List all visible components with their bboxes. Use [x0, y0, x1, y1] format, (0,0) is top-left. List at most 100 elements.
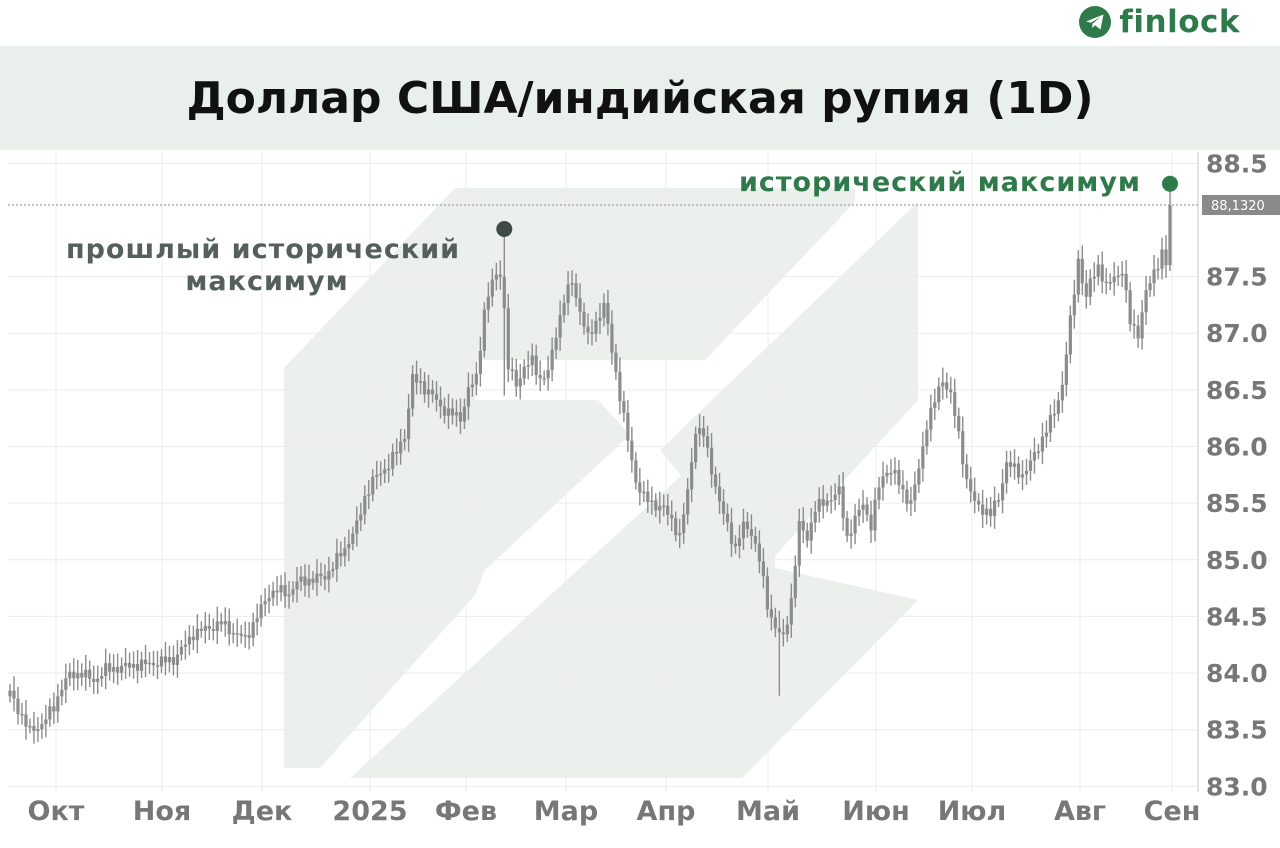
chart: 88.5 87.5 87.0 86.5 86.0 85.5 85.0 84.5 84.0 83.5… — [8, 150, 1280, 827]
candle-body — [351, 533, 355, 544]
candle — [1088, 269, 1092, 306]
candle — [450, 398, 455, 425]
candle — [941, 367, 945, 400]
candle-body — [259, 604, 263, 619]
candle — [598, 303, 602, 335]
candle — [1044, 420, 1049, 448]
candle — [769, 594, 773, 631]
candle-body — [1144, 290, 1148, 313]
candle — [801, 507, 805, 544]
candle — [339, 541, 343, 567]
candle — [602, 293, 606, 327]
candle-body — [135, 663, 140, 671]
x-tick-label: Окт — [28, 796, 85, 827]
candle-body — [901, 485, 905, 490]
candle — [1076, 250, 1080, 303]
brand-name[interactable]: finlock — [1119, 4, 1240, 40]
candle — [646, 479, 650, 513]
candle-body — [1116, 275, 1120, 278]
candle — [913, 471, 917, 513]
candle-body — [837, 486, 841, 495]
candle-body — [502, 276, 506, 309]
candle-body — [921, 446, 925, 469]
candle — [1024, 458, 1029, 486]
candle-body — [1016, 463, 1021, 478]
candle — [965, 453, 969, 489]
candle — [809, 507, 813, 554]
candle-body — [1160, 249, 1164, 269]
candle — [104, 648, 108, 690]
candle — [490, 268, 494, 307]
candle-body — [231, 633, 235, 635]
candle — [72, 658, 76, 691]
candle-body — [1100, 264, 1104, 282]
candle — [1052, 399, 1056, 429]
candle-body — [1080, 258, 1084, 284]
candle-body — [570, 283, 574, 285]
candle-body — [112, 667, 116, 672]
candle-body — [28, 726, 32, 728]
candle-body — [953, 392, 957, 416]
candle-body — [291, 589, 295, 595]
candle-body — [60, 689, 64, 697]
candle — [901, 470, 905, 503]
candle-body — [470, 384, 475, 388]
candle-body — [857, 509, 861, 516]
candle-body — [175, 654, 180, 665]
candle — [1040, 422, 1045, 465]
candle-body — [323, 576, 327, 580]
candle — [574, 273, 578, 307]
telegram-paper-plane-icon[interactable] — [1079, 6, 1112, 38]
candle-body — [179, 646, 184, 655]
candle — [40, 713, 44, 739]
candle — [793, 555, 797, 608]
candle — [510, 357, 514, 381]
candle-body — [801, 521, 805, 531]
candle-body — [897, 469, 901, 486]
candle-body — [702, 428, 706, 437]
candle-body — [678, 533, 682, 536]
candle — [566, 271, 570, 316]
candle — [717, 472, 722, 515]
candle — [163, 641, 168, 676]
candle-body — [825, 500, 829, 506]
candle-body — [84, 669, 88, 678]
candle — [367, 480, 371, 510]
x-tick-label: Июн — [842, 796, 910, 827]
candle — [267, 584, 271, 614]
candle-body — [909, 500, 913, 504]
candle — [921, 431, 925, 482]
candle — [1108, 273, 1112, 291]
candle — [287, 580, 291, 609]
candle — [207, 613, 211, 640]
candle — [1048, 404, 1053, 443]
candle-body — [1096, 264, 1100, 277]
candle-body — [438, 399, 443, 407]
candle-body — [462, 406, 467, 422]
candle — [227, 608, 231, 646]
candle-body — [761, 561, 766, 577]
candle-body — [1112, 276, 1116, 283]
candle — [247, 622, 251, 650]
candle-body — [646, 491, 650, 503]
candle — [24, 699, 28, 740]
candle-body — [1156, 268, 1160, 271]
candle-body — [865, 504, 869, 515]
candle — [263, 588, 267, 617]
candle — [1168, 185, 1172, 271]
candle — [331, 561, 335, 578]
candle-body — [147, 662, 152, 665]
candle — [92, 665, 96, 694]
candle-body — [355, 520, 359, 534]
candle — [626, 400, 630, 453]
candle — [546, 356, 550, 391]
candle — [279, 575, 283, 602]
candle-body — [20, 714, 24, 716]
candles — [8, 185, 1172, 744]
candle-body — [885, 472, 889, 477]
candle-body — [143, 659, 148, 665]
candle-body — [638, 482, 642, 493]
candle — [582, 302, 586, 335]
candle — [961, 416, 965, 478]
candle — [251, 612, 255, 647]
